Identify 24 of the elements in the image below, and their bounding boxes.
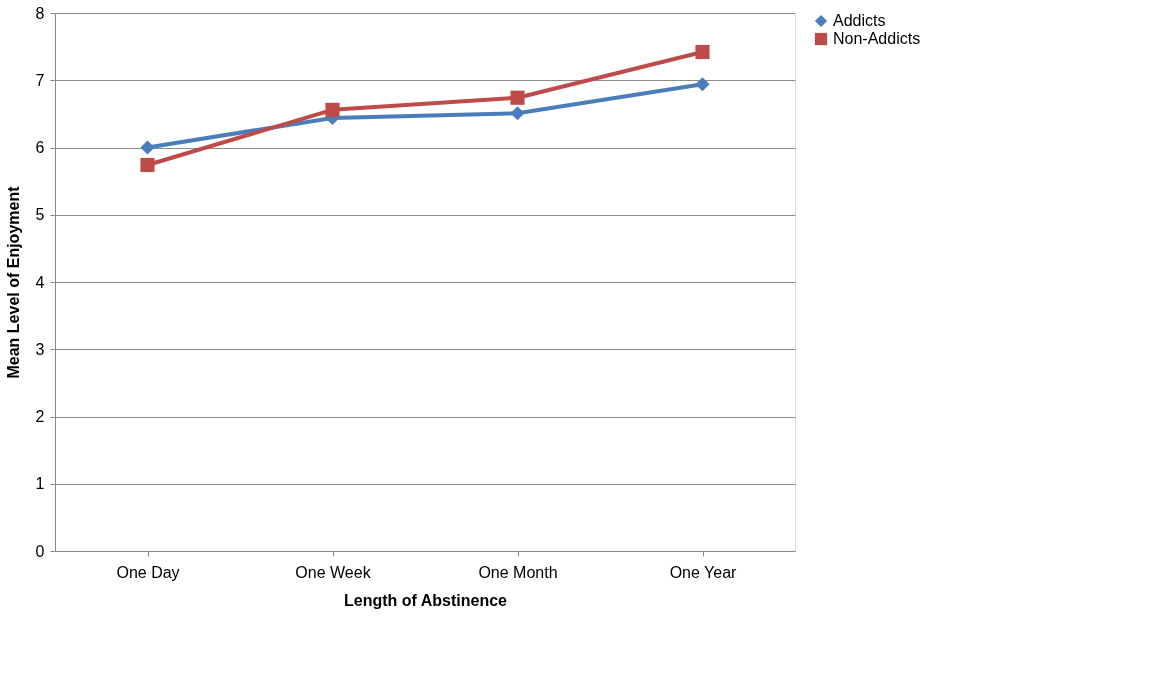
y-tick-label: 3 xyxy=(35,340,45,358)
x-tick-label: One Week xyxy=(295,563,372,581)
x-tick-label: One Month xyxy=(478,563,558,581)
point xyxy=(140,157,155,173)
y-tick-label: 5 xyxy=(35,206,45,224)
legend-label: Addicts xyxy=(833,12,886,29)
x-tick-label: One Year xyxy=(669,563,738,581)
x-tick-label: One Day xyxy=(116,563,180,581)
x-axis-title: Length of Abstinence xyxy=(344,591,508,609)
y-tick-label: 8 xyxy=(35,4,45,22)
y-tick-label: 2 xyxy=(35,408,45,425)
point xyxy=(325,102,340,117)
y-tick-label: 4 xyxy=(35,273,45,291)
y-tick-label: 1 xyxy=(35,475,45,493)
point xyxy=(140,140,155,155)
point xyxy=(510,90,525,105)
point xyxy=(695,44,710,60)
point xyxy=(695,77,710,92)
point xyxy=(510,106,525,121)
y-tick-label: 0 xyxy=(35,542,45,560)
y-axis-title: Mean Level of Enjoyment xyxy=(4,185,22,379)
legend-label: Non-Addicts xyxy=(833,30,921,47)
y-tick-label: 6 xyxy=(35,139,45,156)
y-tick-label: 7 xyxy=(35,71,45,89)
